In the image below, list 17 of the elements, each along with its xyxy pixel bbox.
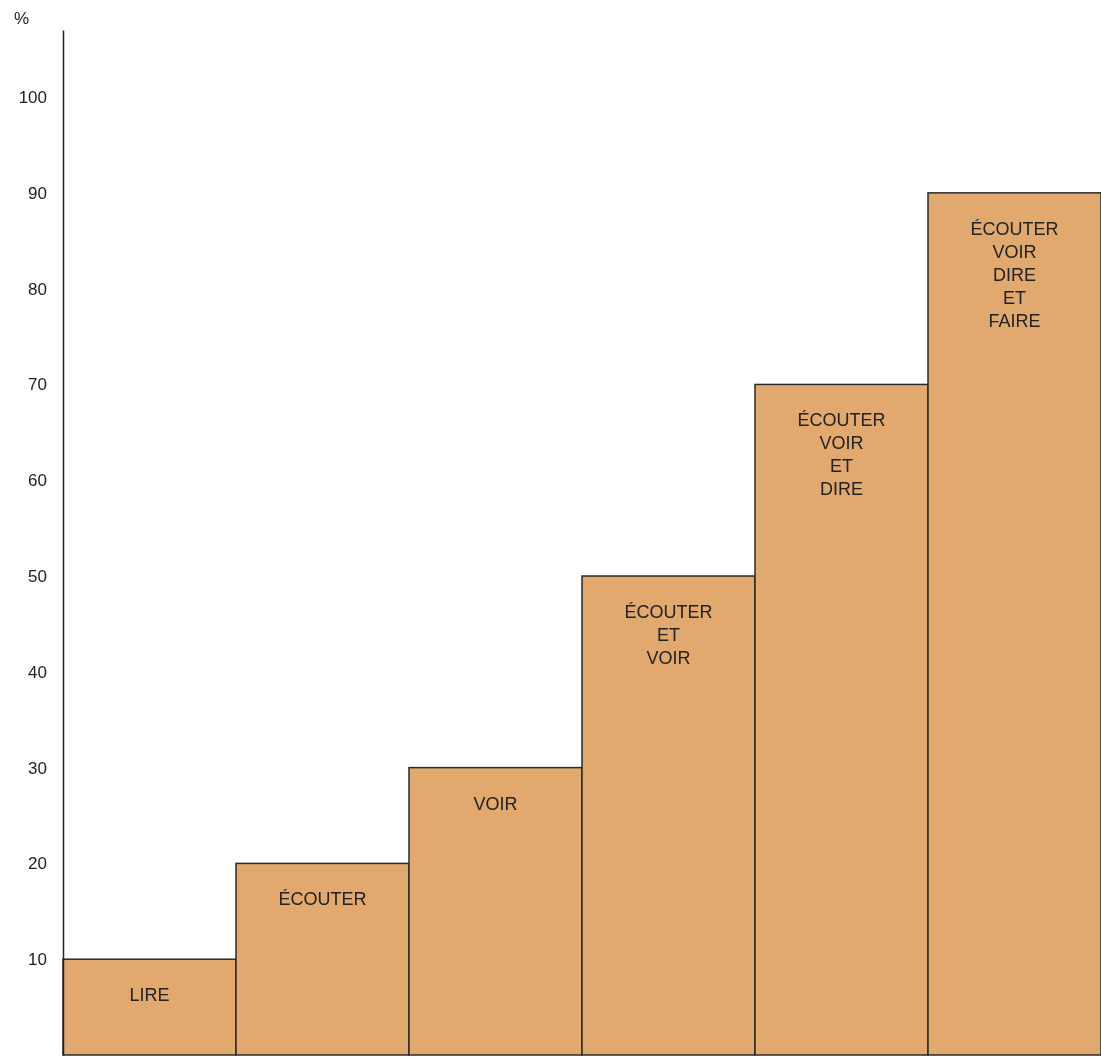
x-tick-label: ÉCOUTER VOIR ET DIRE (797, 410, 886, 500)
x-tick-label: ÉCOUTER ET VOIR (624, 602, 713, 669)
y-tick-label: 20 (28, 854, 47, 874)
y-tick-label: 30 (28, 758, 47, 778)
x-tick-label: LIRE (129, 985, 170, 1006)
x-tick-label: VOIR (473, 793, 518, 814)
y-tick-label: 100 (18, 88, 47, 107)
y-tick-label: 70 (28, 375, 47, 395)
x-tick-label: ÉCOUTER VOIR DIRE ET FAIRE (970, 218, 1059, 331)
y-tick-label: 50 (28, 566, 47, 586)
y-tick-label: 90 (28, 183, 47, 203)
y-tick-label: 60 (28, 471, 47, 491)
y-tick-label: 10 (28, 950, 47, 970)
y-tick-label: 80 (28, 279, 47, 299)
y-tick-label: 40 (28, 662, 47, 682)
y-axis-title: % (14, 9, 30, 28)
x-tick-label: ÉCOUTER (278, 889, 367, 910)
